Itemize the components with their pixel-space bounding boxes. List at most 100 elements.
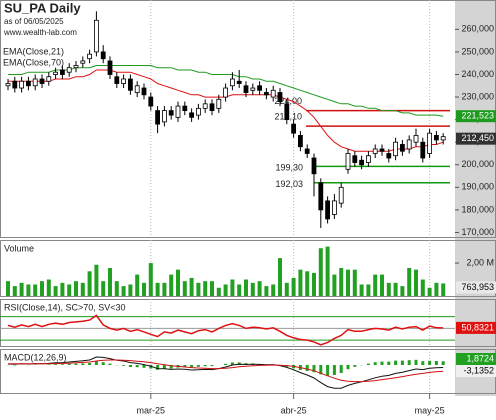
candle-body <box>277 92 283 102</box>
candle-body <box>440 136 446 141</box>
pane-title: MACD(12,26,9) <box>4 352 67 362</box>
candle-body <box>94 19 99 53</box>
volume-bar <box>318 248 323 296</box>
candle-body <box>229 78 235 87</box>
source: www.wealth-lab.com <box>3 28 77 37</box>
candle-body <box>5 83 11 87</box>
histogram-bar <box>230 362 234 365</box>
histogram-bar <box>54 364 58 365</box>
candle-body <box>359 159 365 166</box>
candle-body <box>263 92 269 96</box>
volume-bar <box>67 284 72 296</box>
histogram-bar <box>312 365 316 373</box>
volume-bar <box>114 281 119 296</box>
y-tick-label: 200,000 <box>461 159 494 169</box>
histogram-bar <box>169 365 173 369</box>
level-label: 224,00 <box>274 96 302 106</box>
histogram-bar <box>332 365 336 375</box>
volume-bar <box>53 286 58 296</box>
candle-body <box>141 87 147 96</box>
volume-bar <box>244 279 248 296</box>
subtitle: as of 06/05/2025 <box>4 17 64 26</box>
volume-bar <box>250 282 255 296</box>
y-tick-label: 250,000 <box>461 46 494 56</box>
rsi-line <box>7 314 444 346</box>
candle-body <box>372 148 378 154</box>
volume-bar <box>312 272 316 296</box>
volume-bar <box>332 274 337 296</box>
histogram-bar <box>74 363 78 365</box>
price-label-box <box>456 281 496 294</box>
volume-bar <box>46 279 51 296</box>
candle-body <box>127 78 133 91</box>
histogram-bar <box>203 365 207 367</box>
volume-bar <box>40 281 44 296</box>
candle-body <box>182 105 188 112</box>
histogram-bar <box>339 365 343 373</box>
volume-bar <box>155 282 160 296</box>
histogram-bar <box>373 362 377 365</box>
candle-body <box>155 110 161 125</box>
volume-bar <box>393 282 398 296</box>
candle-body <box>352 155 358 163</box>
candle-body <box>19 80 25 89</box>
histogram-bar <box>190 365 194 368</box>
histogram-bar <box>210 365 214 366</box>
candle-body <box>53 71 58 75</box>
signal-line <box>8 359 444 383</box>
histogram-bar <box>380 361 384 365</box>
histogram-bar <box>394 360 398 365</box>
histogram-bar <box>224 363 228 365</box>
volume-bar <box>135 274 140 296</box>
y-tick-label: 170,000 <box>461 227 494 237</box>
volume-bar <box>94 264 99 296</box>
histogram-bar <box>387 361 391 365</box>
candle-body <box>32 78 38 87</box>
histogram-bar <box>353 365 357 367</box>
volume-bar <box>80 282 85 296</box>
candle-body <box>297 135 303 148</box>
candle-body <box>66 67 72 73</box>
price-label: 763,953 <box>461 282 494 292</box>
price-label-box <box>456 321 496 334</box>
volume-bar <box>169 274 174 296</box>
histogram-bar <box>122 365 126 366</box>
candle-body <box>114 76 120 84</box>
candle-body <box>195 107 201 116</box>
volume-bar <box>87 271 92 296</box>
candle-body <box>121 78 126 84</box>
volume-bar <box>414 269 418 296</box>
candle-body <box>420 141 426 159</box>
volume-bar <box>298 269 303 296</box>
y-tick-label: 230,000 <box>461 91 494 101</box>
candle-body <box>87 53 92 60</box>
level-label: 199,30 <box>275 163 303 173</box>
volume-bar <box>189 277 194 296</box>
volume-bar <box>33 284 38 296</box>
volume-bar <box>121 286 126 296</box>
candle-body <box>399 144 405 152</box>
candle-body <box>257 85 263 91</box>
volume-bar <box>271 284 276 296</box>
histogram-bar <box>108 363 112 365</box>
histogram-bar <box>428 360 432 365</box>
price-label: 212,450 <box>461 133 494 143</box>
candle-body <box>189 112 195 118</box>
candle-body <box>39 78 45 84</box>
volume-bar <box>291 277 296 296</box>
price-label: 50,8321 <box>461 322 494 332</box>
histogram-bar <box>305 365 309 371</box>
candle-body <box>161 110 167 123</box>
histogram-bar <box>326 365 330 376</box>
candle-body <box>406 139 412 150</box>
candle-body <box>311 157 317 175</box>
candle-body <box>236 80 242 84</box>
volume-bar <box>19 282 24 296</box>
volume-bar <box>210 281 214 296</box>
volume-bar <box>339 268 344 296</box>
price-label: 221,523 <box>461 111 494 121</box>
histogram-bar <box>162 365 166 369</box>
candle-body <box>12 80 18 89</box>
legend-label: EMA(Close,70) <box>3 57 64 67</box>
